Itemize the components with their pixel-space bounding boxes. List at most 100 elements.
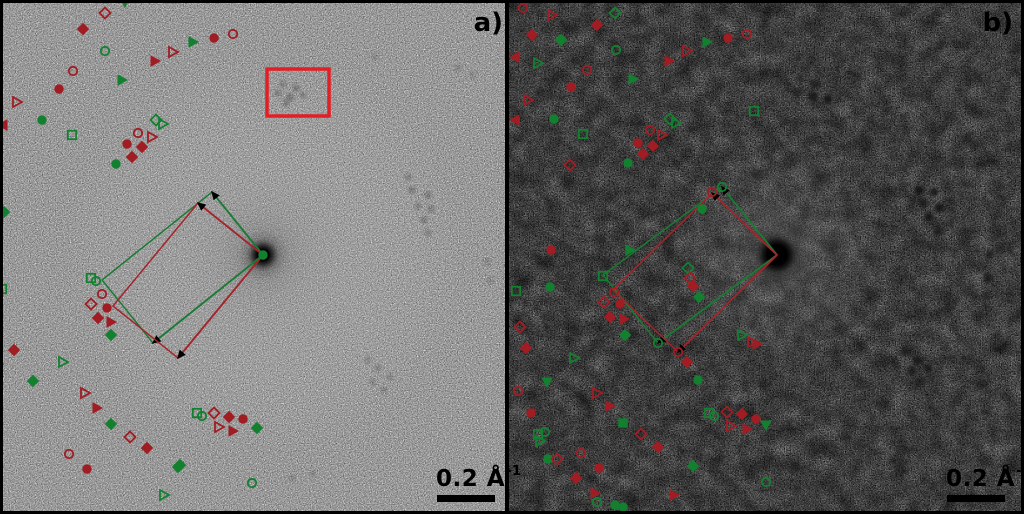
scalebar-exponent: -1 (506, 464, 522, 480)
reflection-markers (3, 3, 268, 502)
filled-red-marker (735, 407, 749, 421)
filled-red-marker (3, 119, 8, 131)
open-red-marker (634, 427, 648, 441)
open-red-marker (147, 130, 159, 144)
filled-red-marker (646, 139, 660, 153)
lattice-green (100, 190, 265, 345)
filled-red-marker (619, 313, 631, 325)
panel-a-diffraction-image (3, 3, 505, 511)
filled-red-marker (686, 279, 700, 293)
open-red-marker (592, 386, 604, 400)
open-red-marker (547, 8, 559, 22)
open-red-marker (672, 346, 684, 358)
filled-red-marker (122, 139, 132, 149)
open-green-marker (196, 410, 208, 422)
filled-green-marker (702, 36, 714, 48)
filled-green-marker (37, 115, 47, 125)
filled-green-marker (26, 374, 40, 388)
open-green-marker (246, 477, 258, 489)
filled-red-marker (526, 408, 536, 418)
filled-green-marker (625, 244, 637, 256)
open-green-marker (708, 410, 720, 422)
filled-red-marker (742, 423, 754, 435)
filled-red-marker (82, 464, 92, 474)
lattice-red-vector-arrow (710, 191, 778, 256)
open-red-marker (80, 386, 92, 400)
open-green-marker (539, 426, 551, 438)
panel-b-diffraction-image (509, 3, 1021, 511)
lattice-red (111, 201, 265, 360)
filled-red-marker (594, 463, 604, 473)
filled-red-marker (92, 402, 104, 414)
filled-red-marker (590, 18, 604, 32)
open-red-marker (214, 420, 226, 434)
filled-red-marker (135, 140, 149, 154)
filled-green-marker (618, 328, 632, 342)
open-green-marker (671, 116, 683, 130)
filled-red-marker (125, 150, 139, 164)
lattice-green (601, 185, 779, 345)
filled-red-marker (751, 414, 761, 424)
open-red-marker (720, 405, 734, 419)
filled-red-marker (102, 303, 112, 313)
filled-red-marker (222, 410, 236, 424)
filled-green-marker (545, 282, 555, 292)
lattice-green-vector-arrow (151, 254, 264, 344)
open-green-marker (608, 6, 622, 20)
open-red-marker (168, 45, 180, 59)
filled-red-marker (91, 311, 105, 325)
open-red-marker (123, 430, 137, 444)
filled-green-marker (188, 36, 200, 48)
open-green-marker (535, 434, 547, 448)
filled-red-marker (651, 440, 665, 454)
filled-red-marker (566, 82, 576, 92)
open-green-marker (58, 355, 70, 369)
filled-green-marker (693, 375, 703, 385)
open-red-marker (682, 44, 694, 58)
open-green-marker (569, 351, 581, 365)
open-green-marker (532, 428, 544, 440)
open-red-marker (706, 186, 718, 198)
filled-red-marker (509, 51, 520, 63)
open-green-marker (610, 44, 622, 56)
open-red-marker (67, 65, 79, 77)
lattice-red-vector-arrow (196, 202, 264, 256)
open-green-marker (760, 476, 772, 488)
filled-green-marker (686, 459, 700, 473)
open-red-marker (657, 128, 669, 142)
panel-a-scalebar-line (437, 495, 495, 502)
panel-b-label: b) (982, 8, 1014, 38)
open-green-marker (90, 275, 102, 287)
open-green-marker (159, 488, 171, 502)
open-green-marker (591, 496, 603, 508)
filled-red-marker (664, 55, 676, 67)
filled-red-marker (752, 338, 764, 350)
lattice-red-vector-arrow (676, 254, 778, 354)
filled-red-marker (54, 84, 64, 94)
reflection-markers (509, 3, 772, 511)
open-red-marker (608, 286, 620, 298)
filled-red-marker (605, 400, 617, 412)
open-green-marker (533, 56, 545, 70)
filled-green-marker (104, 328, 118, 342)
open-red-marker (512, 385, 524, 397)
panel-b-scalebar-text: 0.2 Å-1 (946, 464, 1024, 492)
filled-red-marker (636, 147, 650, 161)
open-red-marker (575, 447, 587, 459)
filled-green-marker (692, 290, 706, 304)
filled-red-marker (7, 343, 21, 357)
open-red-marker (726, 419, 738, 433)
filled-red-marker (106, 316, 118, 328)
open-green-marker (158, 117, 170, 131)
filled-red-marker (615, 299, 625, 309)
filled-green-marker (618, 502, 628, 511)
open-red-marker (63, 448, 75, 460)
filled-red-marker (680, 355, 694, 369)
open-red-marker (98, 6, 112, 20)
filled-red-marker (519, 341, 533, 355)
open-green-marker (191, 407, 203, 419)
open-green-marker (3, 283, 8, 295)
filled-green-marker (117, 74, 129, 86)
filled-green-marker (258, 250, 268, 260)
